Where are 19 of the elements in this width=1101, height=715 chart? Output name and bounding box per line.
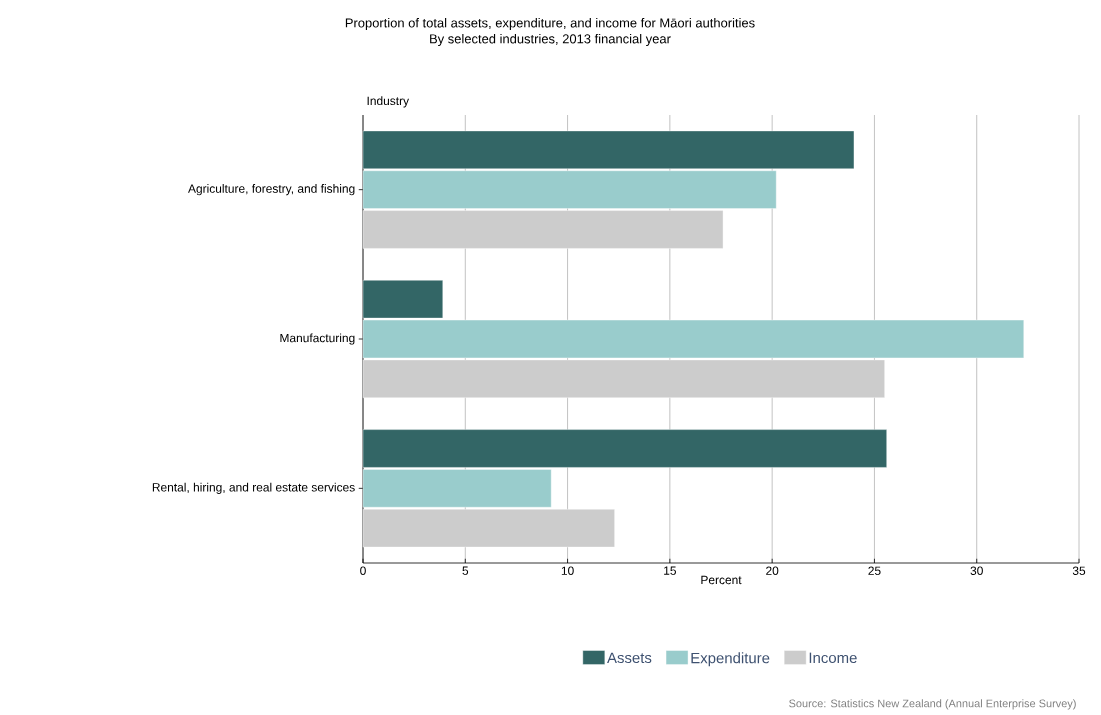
- x-axis-title: Percent: [701, 575, 742, 585]
- x-tick-label: 35: [1072, 566, 1086, 575]
- chart-title: Proportion of total assets, expenditure, and income for Māori authorities: [345, 17, 755, 31]
- y-tick-label: Rental, hiring, and real estate services: [152, 482, 355, 494]
- legend-label: Assets: [607, 652, 652, 664]
- y-tick-label: Agriculture, forestry, and fishing: [188, 184, 355, 196]
- x-tick-label: 0: [360, 566, 366, 575]
- x-tick-label: 15: [664, 566, 676, 575]
- x-tick-label: 20: [766, 566, 779, 575]
- x-tick-label: 25: [868, 566, 881, 575]
- y-tick-label: Manufacturing: [280, 333, 355, 345]
- x-tick-label: 30: [970, 566, 983, 575]
- x-tick-label: 5: [462, 566, 469, 575]
- chart-subtitle: By selected industries, 2013 financial year: [430, 33, 671, 46]
- y-axis-title: Industry: [367, 96, 410, 108]
- source-note: Source: Statistics New Zealand (Annual Enterprise Survey): [789, 699, 1076, 710]
- legend-label: Income: [809, 652, 857, 664]
- x-tick-label: 10: [561, 566, 574, 575]
- legend-label: Expenditure: [691, 652, 770, 667]
